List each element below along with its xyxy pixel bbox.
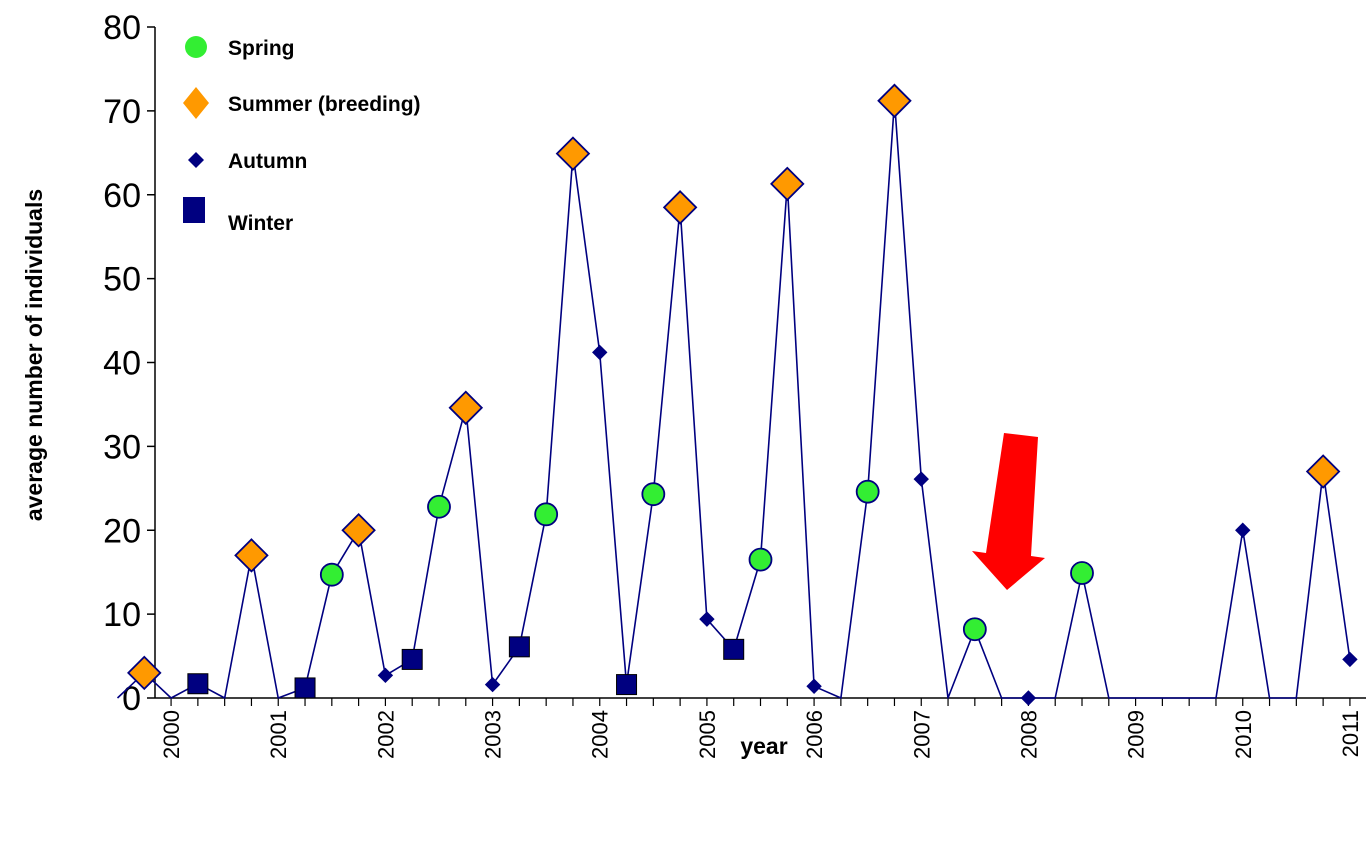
legend-winter-icon <box>183 197 205 223</box>
x-tick-label: 2004 <box>588 710 613 759</box>
legend-autumn-label: Autumn <box>228 150 307 173</box>
data-markers <box>127 83 1358 706</box>
autumn-marker <box>806 678 822 694</box>
summer-marker <box>662 190 698 225</box>
spring-marker <box>962 617 987 642</box>
x-tick-label: 2009 <box>1124 710 1149 759</box>
y-tick-label: 20 <box>103 512 141 550</box>
summer-marker <box>555 136 591 171</box>
x-tick-label: 2011 <box>1338 710 1363 757</box>
winter-marker <box>294 677 316 699</box>
winter-marker <box>616 674 638 696</box>
winter-marker <box>187 673 209 695</box>
spring-marker <box>855 479 880 504</box>
autumn-marker <box>592 344 608 361</box>
y-tick-label: 10 <box>103 596 141 634</box>
y-tick-label: 30 <box>103 428 141 466</box>
series-line-group <box>116 100 1351 699</box>
legend: Spring Summer (breeding) Autumn Winter <box>183 36 421 235</box>
autumn-marker <box>1342 651 1358 668</box>
x-tick-label: 2003 <box>481 710 506 759</box>
x-axis-ticks: 2000 2001 2002 2003 2004 2005 2006 2007 2008 2009… <box>159 698 1363 759</box>
legend-winter-label: Winter <box>228 212 293 235</box>
autumn-marker <box>1020 690 1037 706</box>
x-tick-label: 2010 <box>1231 710 1256 759</box>
summer-marker <box>127 655 162 691</box>
legend-summer-icon <box>183 87 209 119</box>
x-tick-label: 2006 <box>802 710 827 759</box>
summer-marker <box>877 83 912 119</box>
x-tick-label: 2007 <box>909 710 934 759</box>
legend-autumn-icon <box>188 152 204 168</box>
autumn-marker <box>484 676 501 693</box>
y-tick-label: 60 <box>103 177 141 215</box>
spring-marker <box>641 482 666 507</box>
spring-marker <box>534 502 559 527</box>
x-tick-label: 2002 <box>373 710 398 759</box>
spring-marker <box>319 562 344 587</box>
red-arrow-icon <box>972 433 1045 590</box>
winter-marker <box>723 638 745 660</box>
x-axis-title: year <box>740 733 787 759</box>
y-tick-label: 70 <box>103 93 141 131</box>
summer-marker <box>770 166 805 202</box>
y-axis-title: average number of individuals <box>21 189 47 521</box>
summer-marker <box>341 512 376 548</box>
spring-marker <box>748 547 773 572</box>
summer-marker <box>448 390 484 426</box>
x-tick-label: 2000 <box>159 710 184 759</box>
autumn-marker <box>699 611 715 627</box>
winter-marker <box>508 636 530 658</box>
y-tick-label: 40 <box>103 345 141 383</box>
y-tick-label: 50 <box>103 261 141 299</box>
autumn-marker <box>1235 522 1251 538</box>
summer-marker <box>234 538 269 573</box>
annotation-group <box>972 433 1045 590</box>
spring-marker <box>427 494 451 519</box>
x-tick-label: 2008 <box>1016 710 1041 759</box>
y-tick-label: 80 <box>103 9 141 47</box>
winter-marker <box>401 648 423 670</box>
legend-spring-icon <box>185 36 207 58</box>
x-tick-label: 2001 <box>266 710 291 759</box>
autumn-marker <box>377 667 394 684</box>
legend-spring-label: Spring <box>228 37 295 60</box>
legend-summer-label: Summer (breeding) <box>228 93 421 116</box>
spring-marker <box>1070 561 1094 585</box>
axes <box>154 27 1366 699</box>
x-tick-label: 2005 <box>695 710 720 759</box>
abundance-line <box>116 100 1351 699</box>
summer-marker <box>1305 454 1341 489</box>
autumn-marker <box>913 471 929 487</box>
